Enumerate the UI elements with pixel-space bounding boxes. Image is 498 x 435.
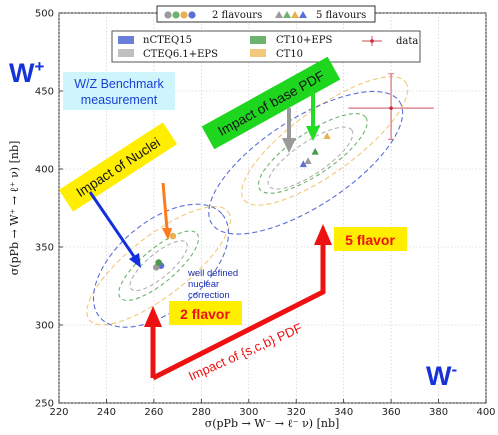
y-tick-label: 450 [35, 87, 54, 98]
y-axis-ticks: 250 300 350 400 450 500 [35, 9, 63, 410]
x-tick-label: 240 [97, 407, 116, 418]
legend-swatch-ct10 [250, 49, 266, 57]
y-tick-label: 400 [35, 165, 54, 176]
legend-swatch-ct10-eps [250, 36, 266, 44]
x-axis-label: σ(pPb → W⁻ → ℓ⁻ ν) [nb] [205, 417, 340, 430]
impact-nuclei-box [58, 122, 178, 212]
w-plus-label: W+ [9, 57, 44, 88]
w-minus-sup: - [451, 360, 457, 379]
legend-five-flavours: 5 flavours [316, 10, 366, 21]
nuclear-line3: correction [188, 290, 230, 301]
y-tick-label: 250 [35, 399, 54, 410]
legend-label-cteq61-eps: CTEQ6.1+EPS [143, 49, 218, 60]
x-tick-label: 260 [144, 407, 163, 418]
x-tick-label: 300 [239, 407, 258, 418]
point-circle [169, 232, 177, 240]
two-flavor-box [169, 301, 242, 325]
ellipse-ncteq15-2f [92, 203, 230, 328]
legend-marker-circle [188, 11, 196, 19]
legend-marker-triangle [291, 11, 299, 18]
legend-marker-triangle [283, 11, 291, 18]
pdf-legend: nCTEQ15 CTEQ6.1+EPS CT10+EPS CT10 data [111, 30, 421, 63]
y-tick-label: 350 [35, 243, 54, 254]
arrow-orange [161, 182, 169, 230]
impact-base-pdf-box [201, 56, 341, 150]
x-tick-label: 340 [334, 407, 353, 418]
benchmark-line1: W/Z Benchmark [74, 77, 164, 91]
point-triangle [299, 160, 307, 168]
x-tick-label: 400 [476, 407, 495, 418]
flavour-legend-box [156, 5, 376, 23]
x-axis-ticks: 220 240 260 280 300 320 340 360 380 400 [49, 399, 496, 418]
point-circle [155, 259, 162, 266]
nuclear-line1: well defined [187, 268, 238, 279]
legend-marker-circle [164, 11, 172, 19]
arrow-blue [88, 191, 137, 259]
legend-label-ct10-eps: CT10+EPS [276, 35, 332, 46]
arrow-orange-head [162, 228, 172, 240]
x-tick-label: 280 [192, 407, 211, 418]
ellipse-ct10-5f [241, 76, 409, 206]
uncertainty-ellipses [86, 76, 409, 328]
legend-two-flavours: 2 flavours [212, 10, 262, 21]
ellipse-cteq61-5f [267, 126, 354, 190]
legend-label-data: data [396, 36, 418, 47]
flavour-legend: 2 flavours 5 flavours [156, 5, 376, 23]
arrow-blue-head [129, 253, 141, 268]
x-tick-label: 320 [287, 407, 306, 418]
data-point [389, 106, 393, 110]
point-triangle [323, 132, 331, 140]
ellipse-cteq61-2f [129, 240, 188, 292]
nuclear-line2: nuclear [188, 279, 219, 290]
x-tick-label: 360 [382, 407, 401, 418]
legend-marker-triangle [299, 11, 307, 18]
ellipse-ct10-eps-2f [118, 230, 200, 301]
benchmark-box [63, 72, 175, 110]
ellipse-ct10-2f [86, 206, 231, 326]
five-flavor-text: 5 flavor [345, 232, 395, 248]
point-triangle [311, 147, 319, 155]
w-minus-letter: W [426, 361, 452, 391]
arrow-red-head-left [144, 306, 162, 327]
data-points [152, 73, 434, 271]
legend-label-ct10: CT10 [276, 49, 303, 60]
legend-swatch-ncteq15 [118, 36, 134, 44]
legend-marker-circle [180, 11, 188, 19]
benchmark-line2: measurement [81, 93, 158, 107]
ellipse-ct10-eps-5f [257, 113, 368, 194]
y-axis-label: σ(pPb → W⁺ → ℓ⁺ ν) [nb] [8, 141, 21, 276]
two-flavor-text: 2 flavor [180, 306, 230, 322]
point-triangle [304, 157, 312, 164]
w-minus-label: W- [426, 360, 457, 391]
y-tick-label: 500 [35, 9, 54, 20]
five-flavor-box [334, 227, 407, 251]
x-tick-label: 220 [49, 407, 68, 418]
y-tick-label: 300 [35, 321, 54, 332]
legend-marker-triangle [275, 11, 283, 18]
legend-marker-circle [172, 11, 180, 19]
legend-label-ncteq15: nCTEQ15 [143, 35, 192, 46]
legend-data-marker [370, 39, 374, 43]
arrow-red-head-right [314, 224, 332, 245]
w-plus-sup: + [34, 57, 44, 76]
w-plus-letter: W [9, 58, 35, 88]
arrow-gray-head [282, 138, 296, 153]
arrow-red-path [150, 243, 326, 381]
ellipse-ncteq15-5f [208, 90, 404, 235]
arrow-green-head [306, 126, 320, 141]
x-tick-label: 380 [429, 407, 448, 418]
legend-swatch-cteq61-eps [118, 49, 134, 57]
